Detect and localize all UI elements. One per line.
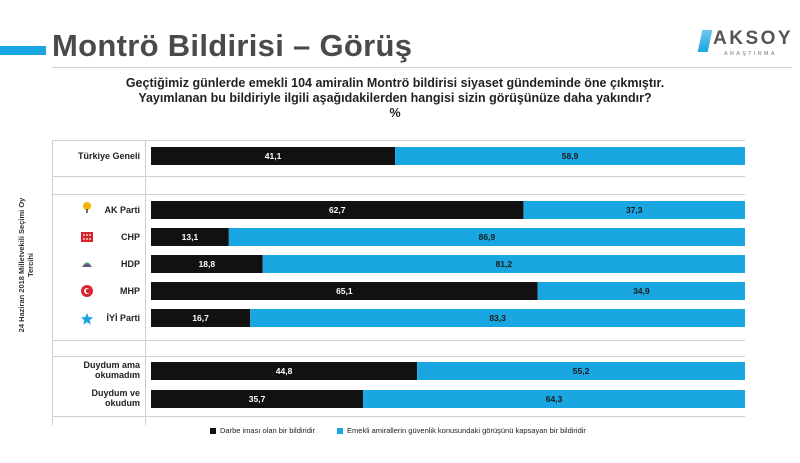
bar-chp-series-a [151, 228, 229, 246]
value-label-mhp-series-b: 34,9 [633, 286, 650, 296]
bar-mhp-series-a [151, 282, 538, 300]
value-label-duydum-ve-okudum-series-a: 35,7 [249, 394, 266, 404]
page-title: Montrö Bildirisi – Görüş [52, 28, 413, 63]
divider-before-parties [52, 194, 745, 195]
logo-text: AKSOY [713, 28, 794, 49]
question-line-1: Geçtiğimiz günlerde emekli 104 amiralin … [125, 76, 665, 90]
question-text: Geçtiğimiz günlerde emekli 104 amiralin … [100, 76, 690, 121]
category-label-iyi-parti: İYİ Parti [106, 313, 140, 323]
logo-mark-icon [697, 30, 713, 52]
value-label-iyi-parti-series-a: 16,7 [192, 313, 209, 323]
category-label-duydum-ama-okumadim: Duydum ama okumadım [83, 360, 141, 380]
category-label-ak-parti: AK Parti [104, 205, 140, 215]
value-label-iyi-parti-series-b: 83,3 [489, 313, 506, 323]
chp-logo-icon [81, 232, 93, 242]
value-label-chp-series-a: 13,1 [182, 232, 199, 242]
bar-iyi-parti-series-b [250, 309, 745, 327]
bar-turkiye-geneli-series-b [395, 147, 745, 165]
category-label-hdp: HDP [121, 259, 140, 269]
divider-top [52, 140, 745, 141]
legend-item-series-b: Emekli amirallerin güvenlik konusundaki … [337, 426, 586, 435]
bar-duydum-ama-okumadim-series-b [417, 362, 745, 380]
bar-chp-series-b [228, 228, 746, 246]
value-label-turkiye-geneli-series-b: 58,9 [562, 151, 579, 161]
category-label-mhp: MHP [120, 286, 140, 296]
bar-duydum-ve-okudum-series-b [363, 390, 745, 408]
ak-parti-logo-icon [83, 202, 91, 213]
title-divider [52, 67, 792, 68]
logo-subtext: ARAŞTIRMA [724, 51, 777, 57]
bar-ak-parti-series-a [151, 201, 524, 219]
legend-label-series-b: Emekli amirallerin güvenlik konusundaki … [347, 426, 586, 435]
bar-turkiye-geneli-series-a [151, 147, 396, 165]
bar-duydum-ve-okudum-series-a [151, 390, 364, 408]
hdp-logo-icon [82, 262, 92, 267]
legend-label-series-a: Darbe iması olan bir bildiridir [220, 426, 316, 435]
iyi-parti-logo-icon [81, 313, 93, 325]
bar-hdp-series-a [151, 255, 263, 273]
value-label-ak-parti-series-a: 62,7 [329, 205, 346, 215]
question-unit: % [389, 106, 401, 120]
vote-preference-axis-label: 24 Haziran 2018 Milletvekili Seçimi Oy T… [6, 185, 46, 345]
chart-legend: Darbe iması olan bir bildiridir Emekli a… [210, 426, 586, 435]
legend-swatch-series-b [337, 427, 344, 434]
bar-hdp-series-b [262, 255, 745, 273]
divider-after-parties [52, 340, 745, 341]
divider-after-total [52, 176, 745, 177]
category-label-chp: CHP [121, 232, 140, 242]
bar-ak-parti-series-b [523, 201, 745, 219]
value-label-ak-parti-series-b: 37,3 [626, 205, 643, 215]
divider-labels [145, 140, 146, 425]
value-label-duydum-ve-okudum-series-b: 64,3 [546, 394, 563, 404]
bar-mhp-series-b [537, 282, 745, 300]
value-label-duydum-ama-okumadim-series-b: 55,2 [573, 366, 590, 376]
value-label-mhp-series-a: 65,1 [336, 286, 353, 296]
value-label-hdp-series-b: 81,2 [496, 259, 513, 269]
bar-iyi-parti-series-a [151, 309, 251, 327]
value-label-hdp-series-a: 18,8 [199, 259, 216, 269]
legend-item-series-a: Darbe iması olan bir bildiridir [210, 426, 315, 435]
bar-duydum-ama-okumadim-series-a [151, 362, 418, 380]
mhp-logo-icon [81, 285, 93, 297]
category-label-duydum-ve-okudum: Duydum ve okudum [91, 388, 140, 408]
vote-preference-label-text: 24 Haziran 2018 Milletvekili Seçimi Oy T… [17, 197, 35, 333]
divider-left [52, 140, 53, 425]
question-line-2: Yayımlanan bu bildiriyle ilgili aşağıdak… [138, 91, 652, 105]
value-label-chp-series-b: 86,9 [479, 232, 496, 242]
divider-before-awareness [52, 356, 745, 357]
accent-bar [0, 46, 46, 55]
aksoy-logo: AKSOY ARAŞTIRMA [697, 24, 794, 66]
legend-swatch-series-a [210, 427, 216, 434]
divider-bottom [52, 416, 745, 417]
value-label-turkiye-geneli-series-a: 41,1 [265, 151, 282, 161]
category-label-turkiye-geneli: Türkiye Geneli [78, 151, 140, 161]
value-label-duydum-ama-okumadim-series-a: 44,8 [276, 366, 293, 376]
